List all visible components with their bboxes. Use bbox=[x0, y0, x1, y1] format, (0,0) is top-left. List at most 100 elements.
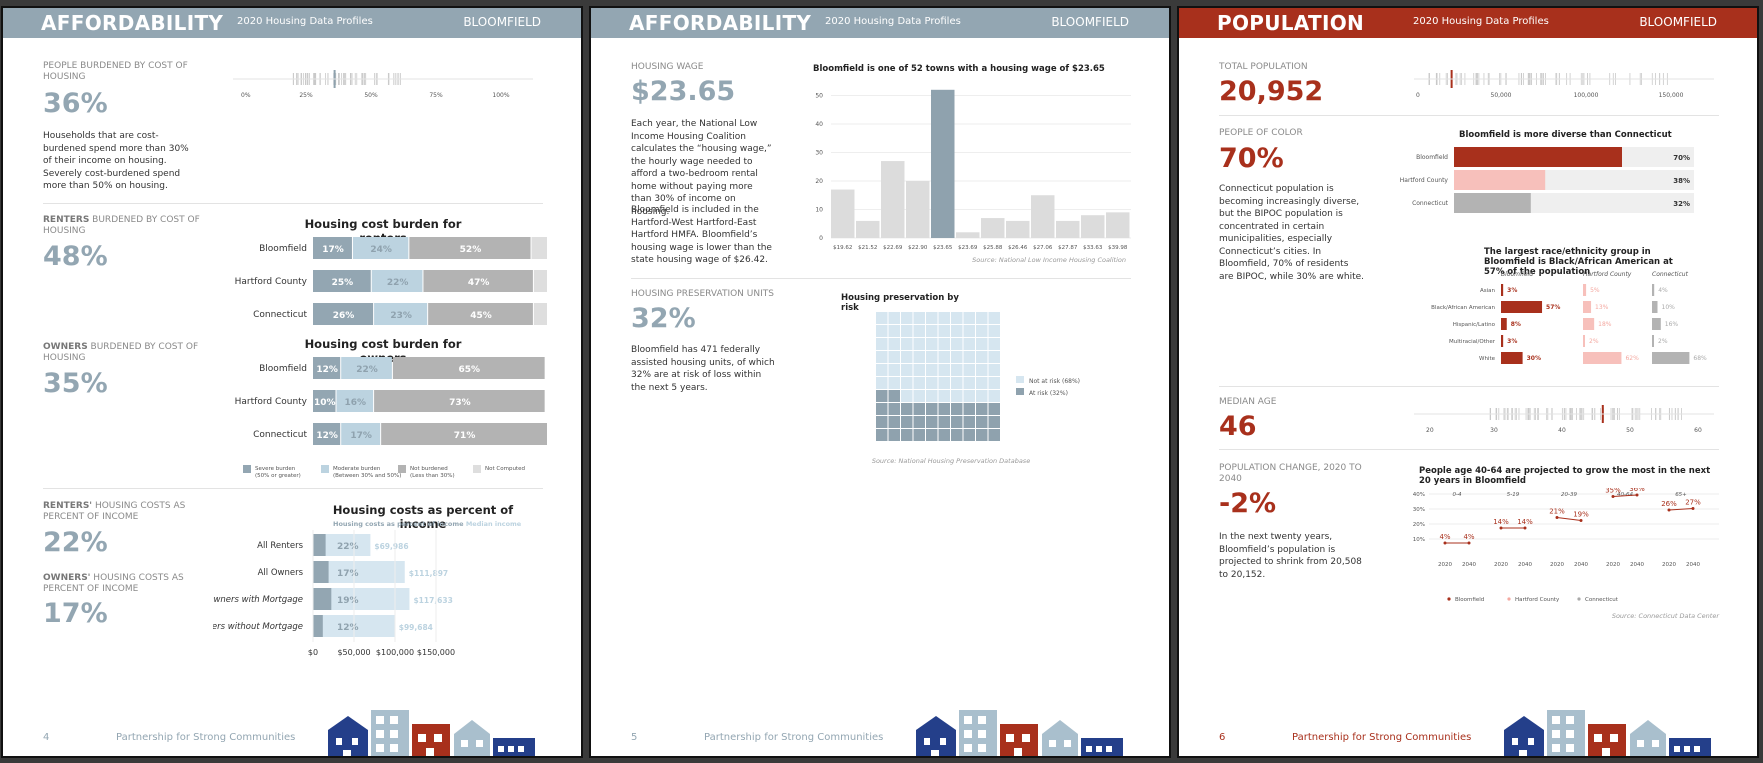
window-shape bbox=[498, 746, 504, 752]
income-value-label: $111,897 bbox=[409, 569, 448, 578]
page-number: 5 bbox=[631, 732, 638, 743]
bar-value-label: 22% bbox=[337, 542, 359, 552]
waffle-cell bbox=[963, 403, 975, 415]
waffle-cell bbox=[913, 377, 925, 389]
race-value-label: 57% bbox=[1546, 304, 1560, 311]
bar-category-label: Hartford County bbox=[235, 277, 308, 287]
window-shape bbox=[376, 730, 384, 738]
bar-value-label: 17% bbox=[337, 569, 359, 579]
legend-swatch-not-at-risk bbox=[1016, 376, 1024, 383]
waffle-cell bbox=[901, 390, 913, 402]
axis-tick-label: 2020 bbox=[1606, 562, 1620, 568]
window-shape bbox=[390, 744, 398, 752]
strip-axis: 20 30 40 50 60 bbox=[1426, 427, 1702, 434]
group-label: 40-64 bbox=[1617, 492, 1633, 498]
waffle-cell bbox=[876, 416, 888, 428]
waffle-cell bbox=[876, 390, 888, 402]
window-shape bbox=[426, 748, 434, 756]
axis-tick-label: 2040 bbox=[1630, 562, 1644, 568]
waffle-cell bbox=[963, 351, 975, 363]
window-shape bbox=[390, 716, 398, 724]
window-shape bbox=[964, 730, 972, 738]
section-title: POPULATION bbox=[1217, 11, 1365, 35]
renters-label: RENTERS BURDENED BY COST OF HOUSING bbox=[43, 215, 203, 237]
waffle-cell bbox=[913, 312, 925, 324]
race-bar bbox=[1501, 301, 1543, 313]
waffle-cell bbox=[913, 351, 925, 363]
bar-value-label: 73% bbox=[449, 398, 471, 408]
window-shape bbox=[343, 750, 351, 756]
window-shape bbox=[1022, 734, 1030, 742]
bar-segment bbox=[352, 237, 409, 259]
strip-axis-label: 150,000 bbox=[1659, 92, 1684, 99]
page-4: AFFORDABILITY 2020 Housing Data Profiles… bbox=[1, 6, 583, 758]
race-bar bbox=[1583, 318, 1595, 330]
waffle-cell bbox=[938, 338, 950, 350]
window-shape bbox=[1528, 738, 1534, 745]
renters-costs-word: RENTERS' bbox=[43, 501, 93, 511]
race-value-label: 62% bbox=[1625, 355, 1639, 362]
window-shape bbox=[978, 730, 986, 738]
axis-tick-label: $39.98 bbox=[1108, 245, 1128, 251]
waffle-cell bbox=[926, 338, 938, 350]
strip-axis-label: 100,000 bbox=[1574, 92, 1599, 99]
legend-dot bbox=[1447, 597, 1451, 601]
bar-value-label: 22% bbox=[356, 365, 378, 375]
axis-tick-label: $27.87 bbox=[1058, 245, 1078, 251]
waffle-cell bbox=[976, 351, 988, 363]
wage-source: Source: National Low Income Housing Coal… bbox=[972, 256, 1126, 264]
window-shape bbox=[1566, 730, 1574, 738]
waffle-cell bbox=[926, 429, 938, 441]
window-shape bbox=[1674, 746, 1680, 752]
bar-value-label: 12% bbox=[316, 365, 338, 375]
waffle-cell bbox=[938, 312, 950, 324]
section-title: AFFORDABILITY bbox=[41, 11, 224, 35]
waffle-cell bbox=[926, 312, 938, 324]
page-6: POPULATION 2020 Housing Data Profiles BL… bbox=[1177, 6, 1759, 758]
owners-label-rest: BURDENED BY COST OF HOUSING bbox=[43, 342, 199, 363]
house-shape bbox=[1630, 720, 1666, 756]
poc-text: Connecticut population is becoming incre… bbox=[1219, 184, 1364, 282]
window-shape bbox=[1684, 746, 1690, 752]
waffle-cell bbox=[963, 338, 975, 350]
axis-tick-label: $25.88 bbox=[983, 245, 1003, 251]
window-shape bbox=[1512, 738, 1518, 745]
window-shape bbox=[352, 738, 358, 745]
strip-axis-label: 50% bbox=[364, 92, 378, 99]
bar-category-label: Owners without Mortgage bbox=[213, 622, 303, 632]
waffle-cell bbox=[938, 325, 950, 337]
axis-tick-label: $100,000 bbox=[376, 648, 414, 657]
bar-category-label: Hartford County bbox=[1400, 177, 1449, 184]
waffle-cell bbox=[926, 390, 938, 402]
bar-value-label: 19% bbox=[337, 596, 359, 606]
axis-tick-label: $26.46 bbox=[1008, 245, 1028, 251]
bar-segment bbox=[428, 303, 533, 325]
footer-org: Partnership for Strong Communities bbox=[704, 732, 884, 743]
legend-label: Severe burden bbox=[255, 466, 296, 472]
cost-share-bar bbox=[313, 534, 326, 556]
window-shape bbox=[978, 716, 986, 724]
waffle-cell bbox=[951, 377, 963, 389]
waffle-cell bbox=[988, 338, 1000, 350]
axis-tick-label: $21.52 bbox=[858, 245, 877, 251]
bar-value-label: 16% bbox=[345, 398, 367, 408]
window-shape bbox=[1096, 746, 1102, 752]
page-banner: AFFORDABILITY 2020 Housing Data Profiles… bbox=[591, 8, 1169, 38]
income-value-label: $99,684 bbox=[399, 623, 433, 632]
preservation-legend: Not at risk (68%) At risk (32%) bbox=[1016, 376, 1080, 397]
point-value-label: 36% bbox=[1629, 488, 1645, 493]
poc-chart: Bloomfield 70% Hartford County 38% Connectic… bbox=[1400, 147, 1694, 213]
waffle-cell bbox=[913, 429, 925, 441]
window-shape bbox=[1602, 748, 1610, 756]
legend-label-detail: (Less than 30%) bbox=[410, 473, 455, 479]
histogram-bar bbox=[981, 218, 1005, 238]
wage-text-1: Each year, the National Low Income Housi… bbox=[631, 119, 772, 217]
income-value-label: $69,986 bbox=[374, 542, 408, 551]
window-shape bbox=[964, 716, 972, 724]
histogram-bar bbox=[1031, 195, 1055, 238]
window-shape bbox=[978, 744, 986, 752]
bar-value-label: 71% bbox=[454, 431, 476, 441]
page-number: 4 bbox=[43, 732, 50, 743]
renters-costs-label: RENTERS' HOUSING COSTS AS PERCENT OF INC… bbox=[43, 501, 193, 523]
axis-tick-label: 10% bbox=[1413, 537, 1425, 543]
